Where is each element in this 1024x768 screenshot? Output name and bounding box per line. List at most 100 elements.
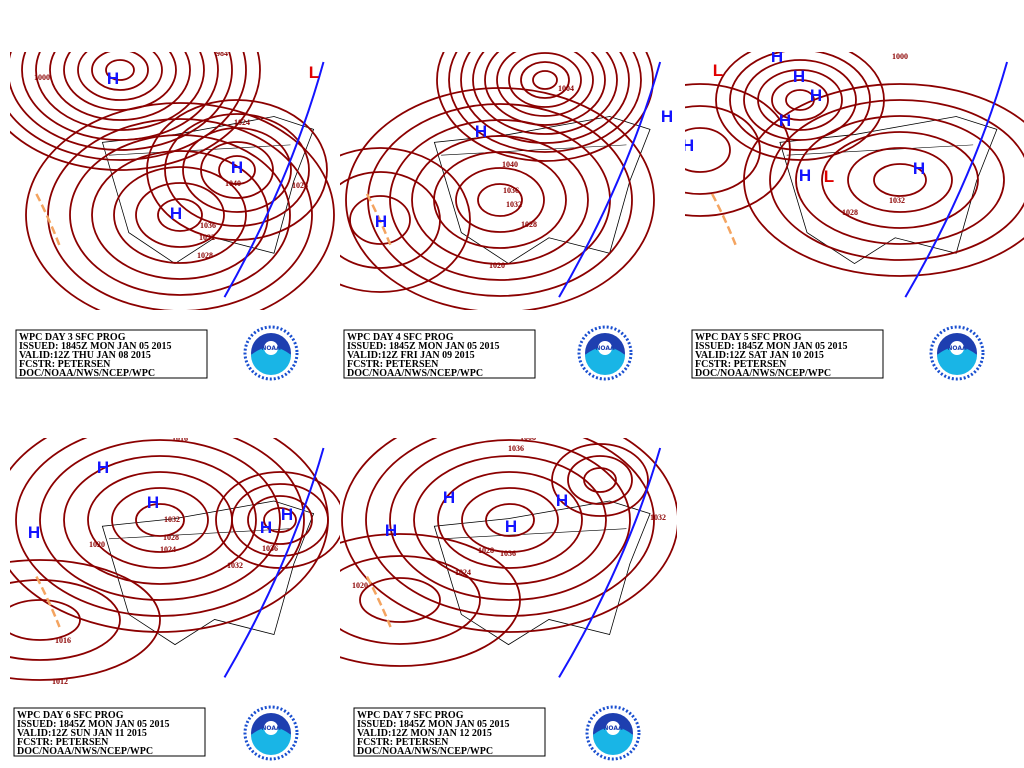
caption-line: FCSTR: PETERSEN [19, 359, 111, 370]
isobar [105, 59, 135, 81]
caption-box [691, 329, 884, 379]
caption-line: WPC DAY 7 SFC PROG [357, 710, 464, 721]
isobar [63, 455, 257, 585]
trough [35, 576, 61, 628]
isobar [231, 483, 329, 557]
pressure-center: H [682, 136, 694, 155]
isobar-label: 996 [959, 45, 971, 54]
isobar [359, 577, 441, 623]
isobar [25, 102, 335, 310]
isobar [10, 52, 233, 151]
isobar [413, 455, 607, 585]
pressure-center: H [231, 158, 243, 177]
isobar [389, 439, 631, 601]
isobar [182, 127, 292, 213]
isobar [21, 52, 219, 141]
isobar-label: 1024 [455, 568, 471, 577]
isobar-label: 1028 [197, 251, 213, 260]
caption-line: FCSTR: PETERSEN [347, 359, 439, 370]
isobar [433, 151, 567, 249]
noaa-logo-wave [585, 347, 625, 375]
caption-line: WPC DAY 3 SFC PROG [19, 332, 126, 343]
caption-box [343, 329, 536, 379]
pressure-center: H [475, 122, 487, 141]
pressure-center: H [793, 67, 805, 86]
isobar [10, 599, 81, 641]
noaa-logo-bird [606, 721, 620, 735]
isobar-label: 1004 [558, 84, 574, 93]
isobar [448, 52, 642, 153]
isobar-label: 1040 [502, 160, 518, 169]
noaa-logo-text: NOAA [947, 345, 967, 352]
isobar-label: 1036 [200, 221, 216, 230]
pressure-center: H [260, 518, 272, 537]
isobar-label: 1032 [199, 233, 215, 242]
pressure-center: H [97, 458, 109, 477]
pressure-center: L [713, 61, 723, 80]
isobar [583, 467, 617, 493]
border [108, 528, 291, 540]
noaa-logo-text: NOAA [603, 725, 623, 732]
isobar-label: 1020 [352, 581, 368, 590]
caption-line: WPC DAY 4 SFC PROG [347, 332, 454, 343]
pressure-center: H [771, 47, 783, 66]
noaa-logo-bird [598, 341, 612, 355]
isobar-label: 984 [216, 49, 228, 58]
isobar [10, 52, 247, 161]
pressure-center: H [147, 493, 159, 512]
pressure-center: H [799, 166, 811, 185]
isobar [49, 52, 191, 121]
border [441, 528, 627, 540]
isobar-label: 988 [543, 41, 555, 50]
pressure-center: H [505, 517, 517, 536]
isobar-label: 1024 [234, 118, 250, 127]
isobar [460, 52, 630, 144]
cold-front [223, 447, 325, 678]
isobar [485, 503, 535, 537]
isobar [340, 171, 441, 269]
isobar [685, 105, 761, 195]
pressure-center: L [309, 63, 319, 82]
isobar [218, 155, 256, 185]
isobar [743, 59, 857, 141]
isobar-label: 1036 [262, 544, 278, 553]
isobar-label: 1036 [500, 549, 516, 558]
isobar [484, 52, 606, 126]
isobar [47, 118, 313, 310]
cold-front [223, 61, 325, 298]
pressure-center: H [385, 521, 397, 540]
isobar [146, 99, 328, 241]
noaa-logo-bird [264, 721, 278, 735]
isobar-label: 1028 [292, 181, 308, 190]
caption-line: DOC/NOAA/NWS/NCEP/WPC [17, 746, 153, 757]
pressure-center: H [107, 69, 119, 88]
caption-line: ISSUED: 1845Z MON JAN 05 2015 [19, 341, 172, 352]
isobar [77, 52, 163, 101]
noaa-logo-text: NOAA [261, 345, 281, 352]
isobar-label: 1028 [163, 533, 179, 542]
noaa-logo-wave [251, 347, 291, 375]
isobar-label: 1032 [164, 515, 180, 524]
border [108, 144, 291, 156]
isobar [10, 579, 121, 661]
isobar [520, 61, 570, 99]
noaa-logo-wave [937, 347, 977, 375]
isobar-label: 1028 [478, 546, 494, 555]
isobar-label: 1028 [842, 208, 858, 217]
isobar [135, 182, 225, 248]
isobar-label: 1040 [225, 179, 241, 188]
isobar [340, 533, 521, 667]
caption-line: ISSUED: 1845Z MON JAN 05 2015 [347, 341, 500, 352]
isobar [496, 52, 594, 117]
forecast-panel: 1000 984 1024 1036 1032 1028 1028 1040 H H H L WPC D… [10, 49, 335, 381]
pressure-center: H [810, 86, 822, 105]
isobar-label: 1008 [520, 433, 536, 442]
caption-line: VALID:12Z MON JAN 12 2015 [357, 728, 492, 739]
caption-line: ISSUED: 1845Z MON JAN 05 2015 [695, 341, 848, 352]
trough [365, 576, 392, 628]
caption-box [353, 707, 546, 757]
surface-map: 1008 1036 1028 1036 1024 1032 1020 H H H H [340, 433, 677, 678]
isobar [508, 52, 582, 108]
